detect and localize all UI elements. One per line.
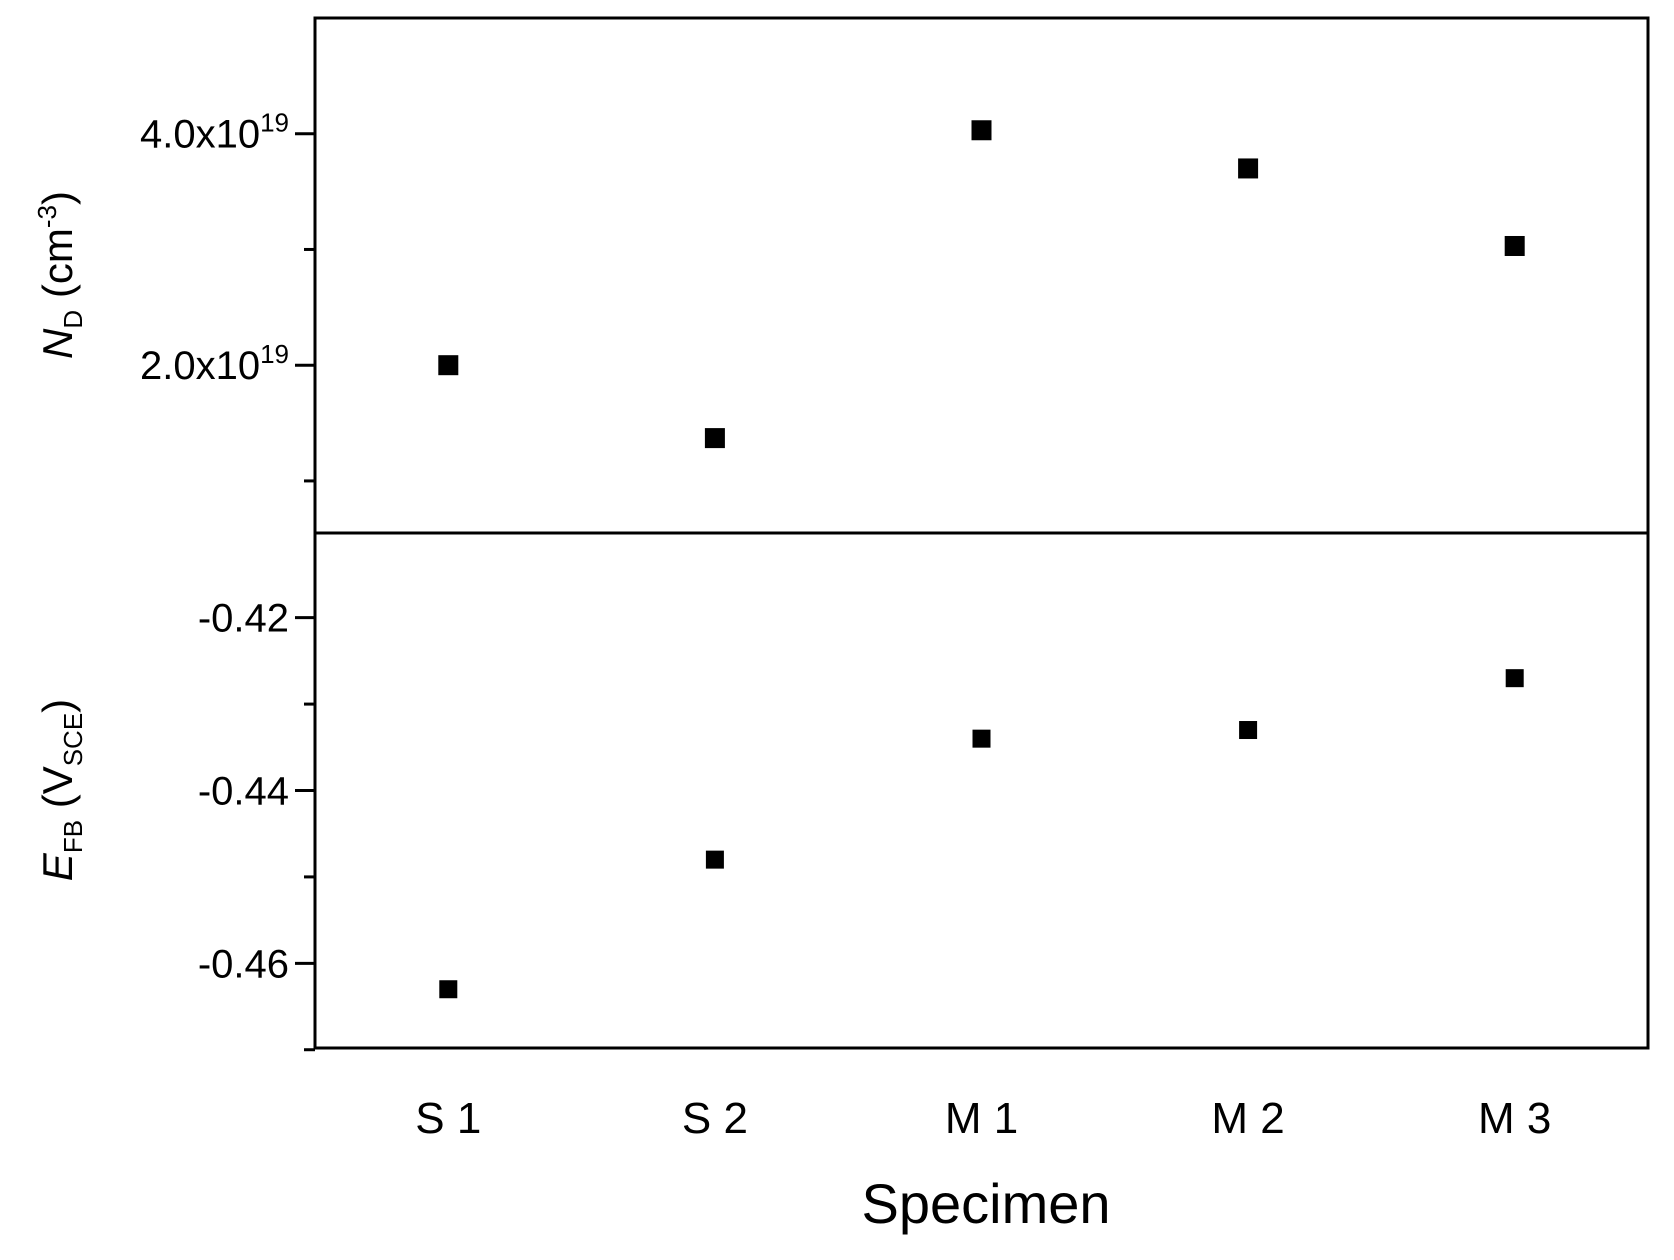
x-axis-title: Specimen [861, 1172, 1110, 1235]
y-tick-label: -0.46 [198, 942, 289, 986]
data-point-m2 [1238, 158, 1259, 179]
data-point-m3 [1505, 669, 1524, 688]
tick-exponent: 19 [260, 339, 289, 369]
y-tick-label: 4.0x1019 [140, 108, 289, 157]
bottom-y-ticks: -0.46 -0.44 -0.42 [198, 597, 315, 1052]
data-point-m3 [1504, 235, 1525, 256]
x-tick-label: S 2 [682, 1094, 748, 1143]
top-panel-frame [313, 16, 1650, 535]
y-tick-label: -0.42 [198, 597, 289, 641]
bottom-ylabel-subscript: FB [58, 820, 88, 853]
top-ylabel-unit-open: (cm [34, 228, 81, 310]
top-ylabel-unit-close: ) [34, 191, 81, 205]
top-ylabel-subscript: D [58, 310, 88, 329]
y-tick-label: -0.44 [198, 770, 289, 814]
tick-mantissa: 4.0x10 [140, 113, 260, 157]
data-point-s2 [705, 850, 724, 869]
top-y-axis-title: ND (cm-3) [32, 191, 88, 359]
tick-mantissa: 2.0x10 [140, 344, 260, 388]
data-point-s1 [438, 355, 459, 376]
bottom-ylabel-symbol: E [34, 852, 81, 881]
bottom-y-axis-title: EFB (VSCE) [34, 699, 88, 881]
bottom-panel-frame [313, 531, 1650, 1050]
top-ylabel-symbol: N [34, 328, 81, 359]
x-tick-label: M 2 [1211, 1094, 1284, 1143]
tick-exponent: 19 [260, 108, 289, 138]
bottom-ylabel-unit-close: ) [34, 699, 81, 713]
data-point-m1 [972, 729, 991, 748]
bottom-ylabel-unit-sub: SCE [58, 713, 88, 766]
data-point-s1 [439, 980, 458, 999]
x-ticks: S 1 S 2 M 1 M 2 M 3 [415, 1094, 1551, 1143]
bottom-data-points [439, 669, 1524, 999]
x-tick-label: M 3 [1478, 1094, 1551, 1143]
top-ylabel-unit-power: -3 [32, 205, 62, 228]
data-point-m2 [1239, 721, 1258, 740]
data-point-s2 [704, 428, 725, 449]
x-tick-label: M 1 [945, 1094, 1018, 1143]
bottom-ylabel-unit-open: (V [34, 766, 81, 820]
y-tick-label: 2.0x1019 [140, 339, 289, 388]
data-point-m1 [971, 120, 992, 141]
x-tick-label: S 1 [415, 1094, 481, 1143]
top-data-points [438, 120, 1525, 449]
